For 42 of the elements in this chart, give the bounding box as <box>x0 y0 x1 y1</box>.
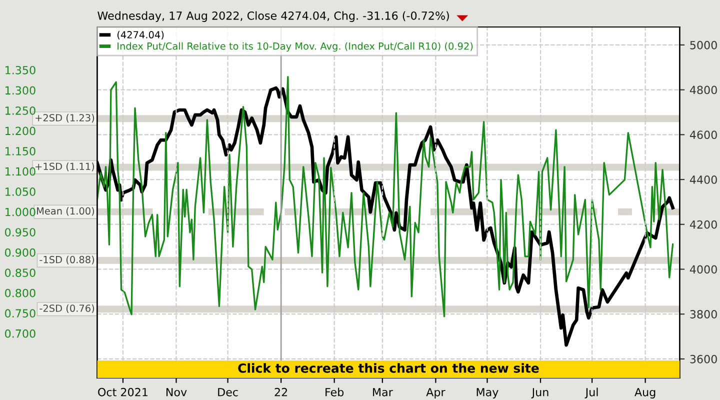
y2-tick-label: 3600 <box>690 354 717 364</box>
ref-line-label: Mean (1.00) <box>37 207 94 216</box>
y-tick-label: 1.150 <box>6 147 36 156</box>
y-tick-label: 0.850 <box>5 268 36 277</box>
y-tick-label: 1.350 <box>6 66 36 74</box>
x-tick-label: Jul <box>584 388 598 398</box>
y-tick-label: 0.900 <box>5 248 36 257</box>
y2-tick-label: 4400 <box>690 175 717 184</box>
x-tick-label: Aug <box>634 388 656 398</box>
y2-tick-label: 4200 <box>690 220 717 229</box>
annotation: Click to recreate this chart on the new site <box>238 363 539 373</box>
x-tick-label: Jun <box>531 388 548 398</box>
y2-tick-label: 3800 <box>690 310 717 318</box>
x-tick-label: Oct 2021 <box>98 388 148 396</box>
ref-line-label: +1SD (1.11) <box>36 162 94 172</box>
legend-label: (4274.04) <box>117 30 164 40</box>
chart-subtitle: Wednesday, 17 Aug 2022, Close 4274.04, Chg. -31.16 (-0.72%) <box>98 11 449 22</box>
x-tick-label: Dec <box>218 388 238 396</box>
y-tick-label: 1.300 <box>6 86 36 95</box>
x-tick-label: Apr <box>426 388 446 398</box>
y-tick-label: 1.000 <box>6 208 36 216</box>
x-tick-label: Feb <box>326 388 344 396</box>
y2-tick-label: 4800 <box>690 86 717 94</box>
x-tick-label: 22 <box>274 388 288 396</box>
y-tick-label: 0.700 <box>5 329 36 338</box>
y2-tick-label: 4000 <box>690 265 717 274</box>
y-tick-label: 0.750 <box>5 309 36 318</box>
ref-line-label: -2SD (0.76) <box>40 304 94 314</box>
y-tick-label: 0.950 <box>5 228 36 236</box>
ref-line-label: -1SD (0.88) <box>40 256 94 264</box>
x-tick-label: May <box>476 388 498 398</box>
y2-tick-label: 4600 <box>690 130 717 140</box>
y-tick-label: 1.250 <box>6 106 36 115</box>
legend-label: Index Put/Call Relative to its 10-Day Mov. Avg. (Index Put/Call R10) (0.92) <box>118 42 473 52</box>
x-tick-label: Nov <box>166 388 187 396</box>
x-tick-label: Mar <box>373 388 393 396</box>
y-tick-label: 1.200 <box>6 126 36 136</box>
ref-line-label: +2SD (1.23) <box>36 114 94 123</box>
y2-tick-label: 5000 <box>690 40 717 50</box>
y-tick-label: 1.050 <box>6 188 36 196</box>
y-tick-label: 0.800 <box>5 288 36 298</box>
y-tick-label: 1.100 <box>6 167 36 176</box>
